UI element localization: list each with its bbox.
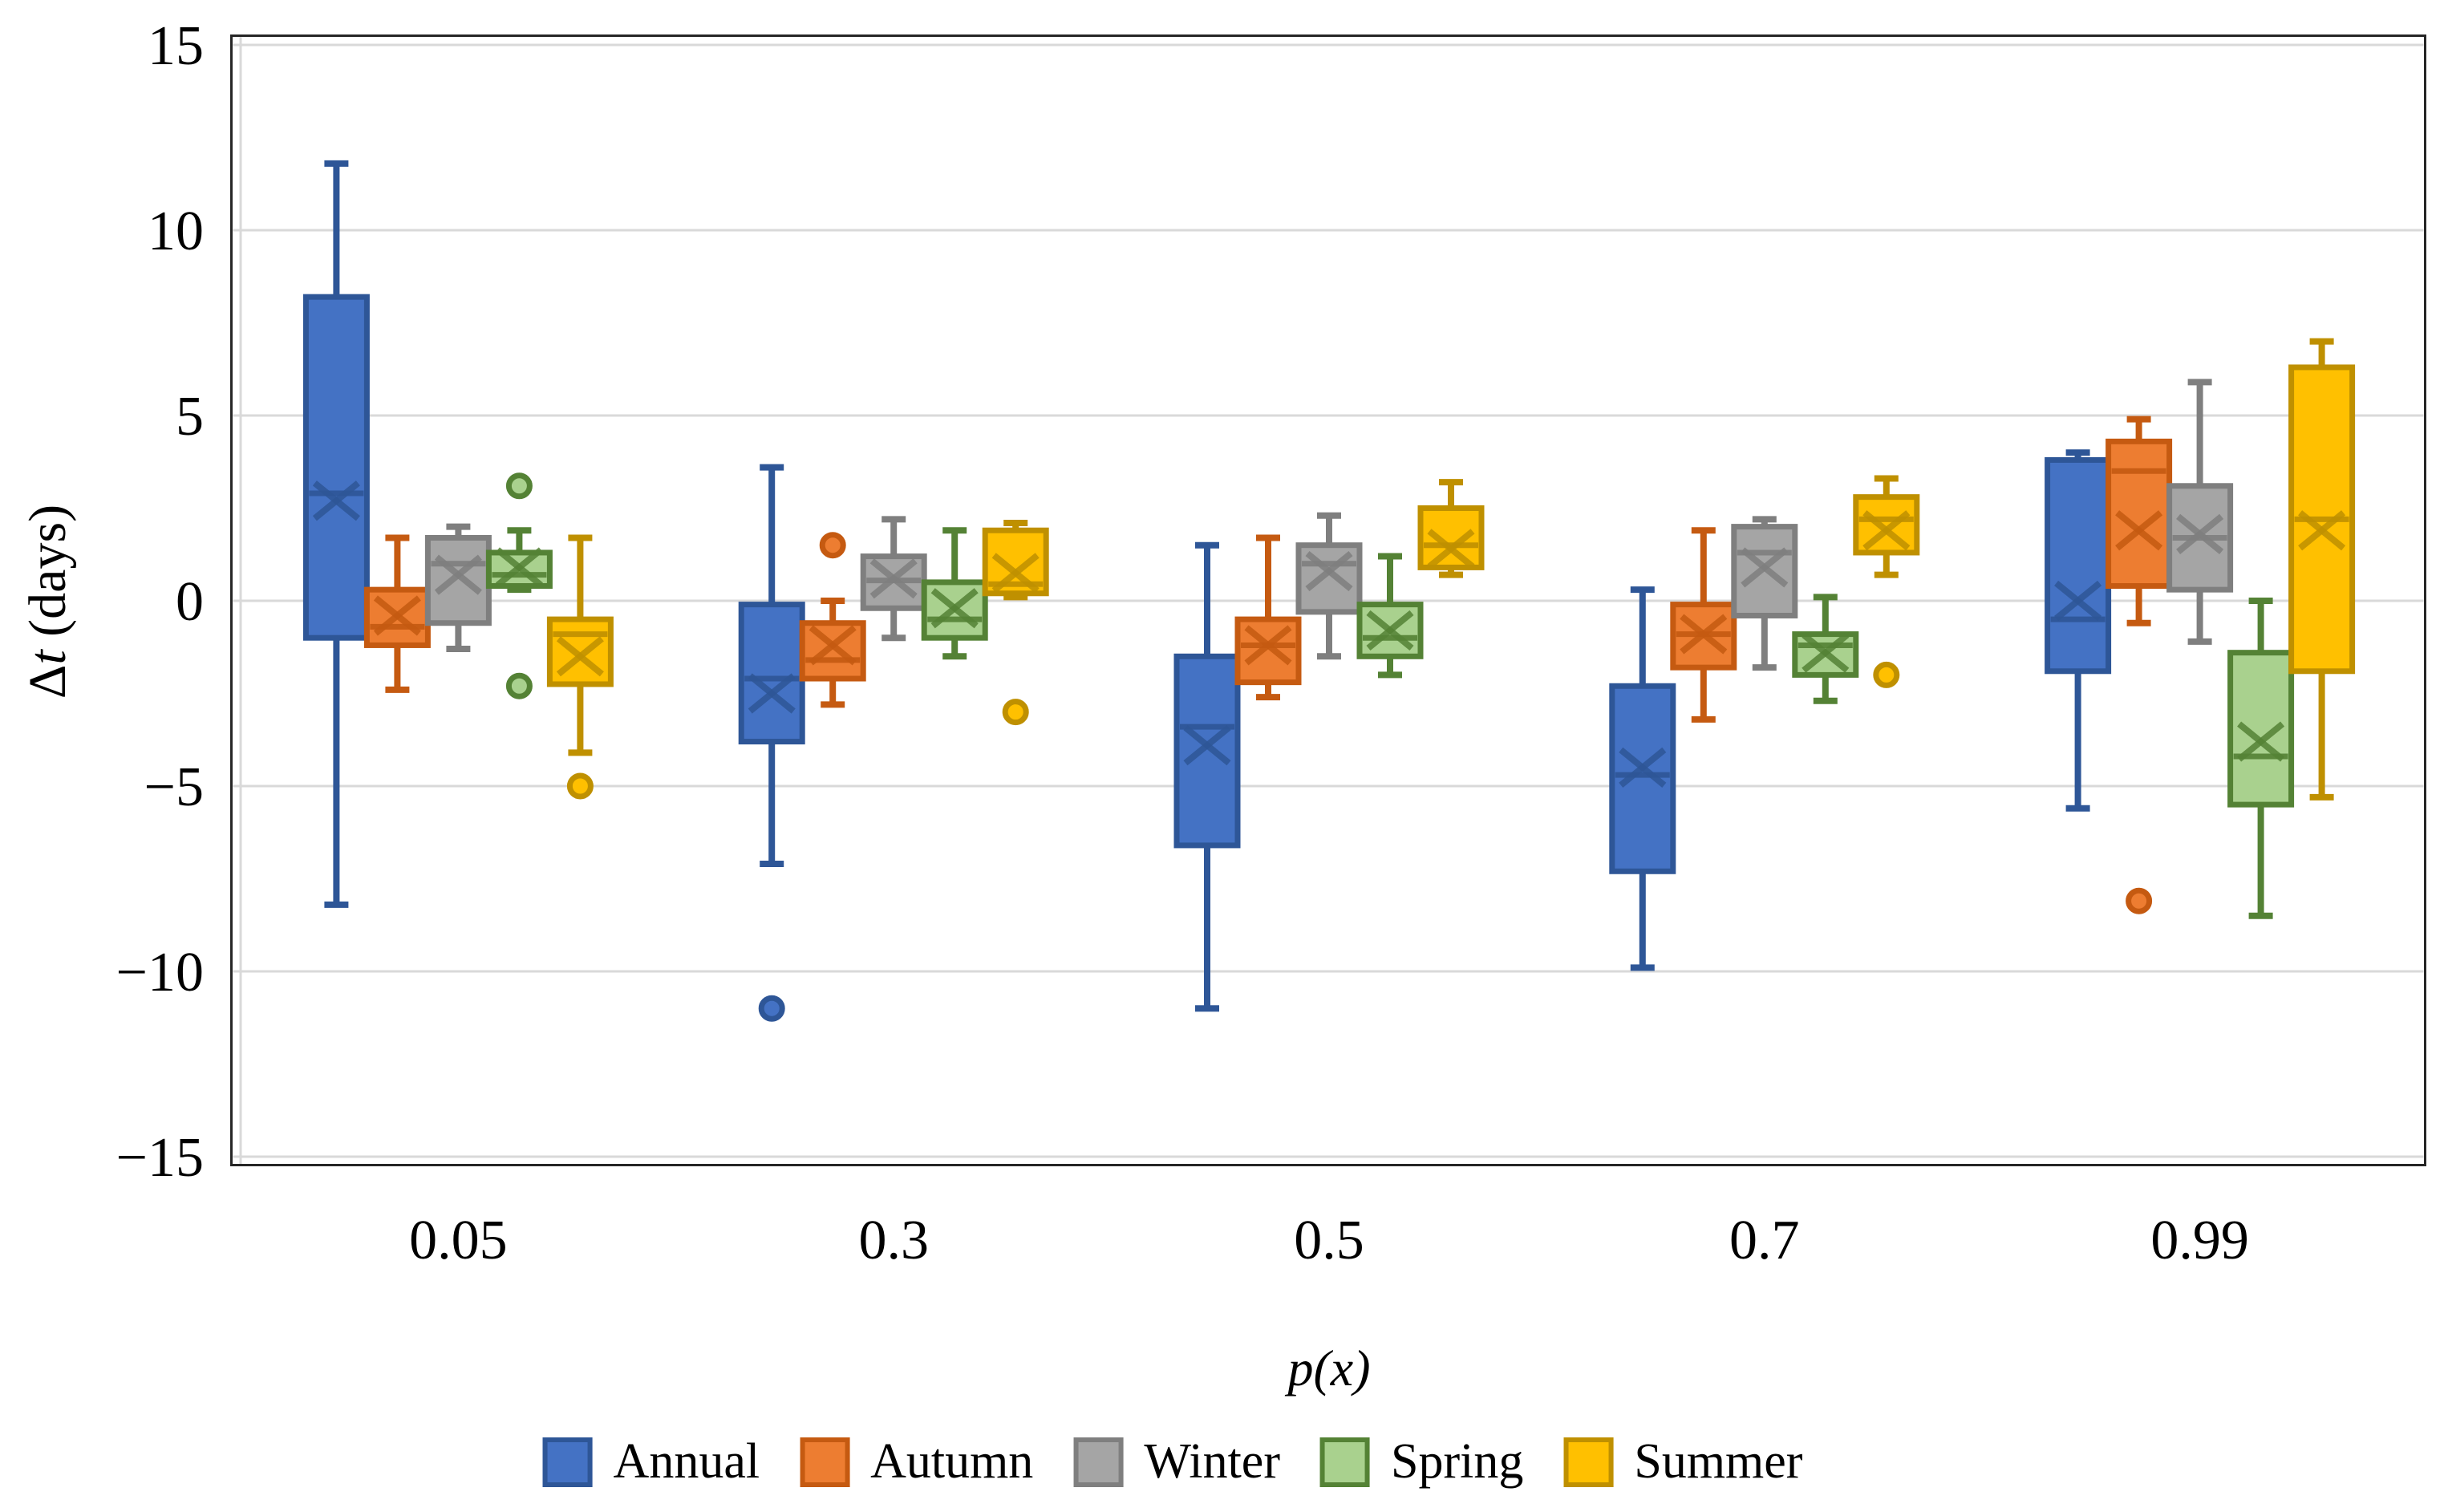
- outlier-point: [1873, 661, 1900, 688]
- mean-marker: [869, 558, 918, 599]
- mean-marker: [2054, 580, 2102, 622]
- legend-item-autumn: Autumn: [800, 1433, 1033, 1490]
- mean-marker: [1741, 547, 1789, 588]
- box: [1417, 505, 1485, 570]
- mean-marker: [1862, 510, 1911, 551]
- legend-swatch-annual: [542, 1437, 593, 1487]
- series-summer: [546, 338, 2356, 801]
- legend-label: Winter: [1144, 1434, 1280, 1489]
- x-tick-label: 0.99: [2150, 1210, 2249, 1271]
- x-axis-title: p(x): [1287, 1340, 1371, 1396]
- mean-marker: [1366, 610, 1414, 651]
- outlier-point: [1002, 699, 1029, 726]
- legend-item-annual: Annual: [542, 1433, 760, 1490]
- mean-marker: [2115, 510, 2163, 551]
- x-tick-label: 0.7: [1729, 1210, 1800, 1271]
- series-annual: [302, 160, 2112, 1022]
- legend: Annual Autumn Winter Spring Summer: [542, 1433, 1802, 1490]
- x-tick-label: 0.5: [1294, 1210, 1364, 1271]
- mean-marker: [1680, 614, 1728, 655]
- y-tick-label: −15: [116, 1127, 204, 1189]
- y-tick-label: 10: [148, 201, 204, 262]
- legend-swatch-summer: [1563, 1437, 1614, 1487]
- box: [738, 602, 805, 745]
- box: [302, 294, 370, 641]
- legend-label: Annual: [613, 1434, 760, 1489]
- box: [546, 616, 614, 687]
- mean-marker: [1305, 550, 1353, 592]
- x-tick-labels: 0.05 0.3 0.5 0.7 0.99: [409, 1210, 2249, 1271]
- outlier-point: [2126, 887, 2153, 914]
- legend-label: Spring: [1390, 1434, 1524, 1489]
- series-winter: [424, 379, 2234, 671]
- mean-marker: [1183, 725, 1231, 766]
- mean-marker: [1427, 529, 1475, 570]
- mean-marker: [373, 595, 421, 636]
- mean-marker: [434, 554, 482, 595]
- outlier-point: [505, 472, 533, 500]
- legend-item-summer: Summer: [1563, 1433, 1802, 1490]
- mean-marker: [1244, 625, 1292, 666]
- legend-swatch-spring: [1319, 1437, 1370, 1487]
- gridlines: [233, 43, 2424, 1158]
- y-tick-label: 15: [148, 15, 204, 77]
- mean-marker: [748, 673, 796, 714]
- mean-marker: [1802, 632, 1850, 673]
- mean-marker: [809, 625, 857, 666]
- x-tick-label: 0.05: [409, 1210, 508, 1271]
- legend-label: Summer: [1634, 1434, 1803, 1489]
- box: [424, 534, 492, 626]
- legend-item-winter: Winter: [1073, 1433, 1280, 1490]
- box: [1173, 653, 1241, 849]
- mean-marker: [2237, 721, 2285, 762]
- mean-marker: [495, 547, 543, 588]
- mean-marker: [2298, 510, 2346, 551]
- legend-item-spring: Spring: [1319, 1433, 1524, 1490]
- mean-marker: [2176, 513, 2224, 554]
- series-spring: [485, 472, 2295, 919]
- box: [2227, 650, 2295, 808]
- mean-marker: [1619, 747, 1667, 788]
- legend-swatch-winter: [1073, 1437, 1124, 1487]
- box: [2045, 456, 2112, 675]
- y-tick-label: −5: [144, 756, 204, 818]
- y-tick-label: 5: [176, 386, 204, 448]
- y-tick-label: −10: [116, 942, 204, 1003]
- x-tick-label: 0.3: [858, 1210, 929, 1271]
- mean-marker: [930, 588, 979, 629]
- y-tick-label: 0: [176, 571, 204, 633]
- legend-label: Autumn: [870, 1434, 1034, 1489]
- outlier-point: [566, 772, 594, 800]
- mean-marker: [991, 553, 1040, 594]
- series-autumn: [363, 415, 2173, 914]
- legend-swatch-autumn: [800, 1437, 850, 1487]
- mean-marker: [556, 636, 604, 677]
- y-tick-labels: 15 10 5 0 −5 −10 −15: [116, 15, 204, 1189]
- outlier-point: [505, 672, 533, 699]
- outlier-point: [819, 532, 846, 559]
- plot-border: [230, 34, 2426, 1166]
- box: [1609, 683, 1676, 874]
- mean-marker: [312, 480, 360, 521]
- outlier-point: [758, 995, 785, 1022]
